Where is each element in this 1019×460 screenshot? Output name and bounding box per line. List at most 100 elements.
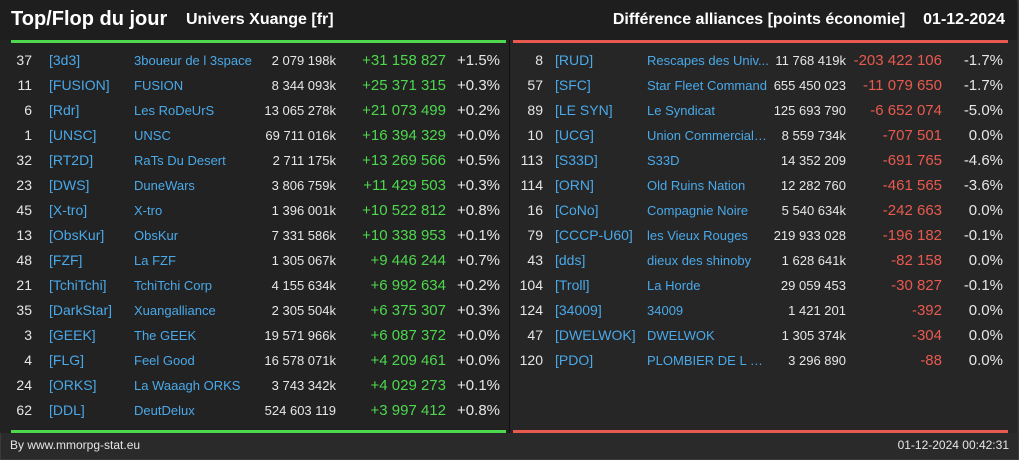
score-difference: +4 029 273: [370, 377, 447, 394]
alliance-name-link[interactable]: dieux des shinoby: [647, 253, 752, 268]
alliance-name-link[interactable]: Compagnie Noire: [647, 203, 749, 218]
alliance-tag-link[interactable]: [X-tro]: [49, 202, 88, 218]
percent-change: -5.0%: [963, 102, 1003, 119]
alliance-score: 2 305 504k: [271, 303, 336, 318]
alliance-tag-link[interactable]: [ORN]: [555, 177, 594, 193]
universe-label: Univers Xuange [fr]: [186, 11, 334, 28]
alliance-name-link[interactable]: Star Fleet Command: [647, 78, 767, 93]
score-difference: -392: [911, 302, 942, 319]
percent-change: 0.0%: [968, 327, 1003, 344]
alliance-name-link[interactable]: La Horde: [647, 278, 701, 293]
alliance-name-link[interactable]: Le Syndicat: [647, 103, 715, 118]
alliance-name-link[interactable]: Rescapes des Univ...: [647, 53, 769, 68]
alliance-tag-link[interactable]: [Troll]: [555, 277, 590, 293]
flop-panel: [510, 40, 1017, 433]
credit-link[interactable]: By www.mmorpg-stat.eu: [10, 438, 141, 452]
score-difference: -707 501: [882, 127, 942, 144]
alliance-tag-link[interactable]: [FUSION]: [49, 77, 110, 93]
alliance-tag-link[interactable]: [34009]: [555, 302, 602, 318]
top-row: 35 [DarkStar] Xuangalliance 2 305 504k +6 37…: [0, 298, 1019, 323]
percent-change: -1.7%: [963, 52, 1003, 69]
percent-change: +0.8%: [457, 202, 500, 219]
percent-change: 0.0%: [968, 302, 1003, 319]
alliance-name-link[interactable]: les Vieux Rouges: [647, 228, 748, 243]
alliance-tag-link[interactable]: [Rdr]: [49, 102, 80, 118]
alliance-tag-link[interactable]: [UCG]: [555, 127, 594, 143]
percent-change: 0.0%: [968, 352, 1003, 369]
alliance-rank: 21: [16, 277, 32, 293]
alliance-name-link[interactable]: S33D: [647, 153, 680, 168]
alliance-tag-link[interactable]: [DarkStar]: [49, 302, 113, 318]
alliance-name-link[interactable]: PLOMBIER DE L O...: [647, 353, 769, 368]
ranking-subtitle: Différence alliances [points économie] 0…: [612, 11, 1005, 28]
percent-change: -0.1%: [963, 277, 1003, 294]
alliance-score: 1 628 641k: [781, 253, 846, 268]
flop-row: 120 [PDO] PLOMBIER DE L O... 3 296 890 -88 0.…: [0, 348, 1019, 373]
alliance-tag-link[interactable]: [FLG]: [49, 352, 85, 368]
score-difference: -30 827: [891, 277, 942, 294]
alliance-tag-link[interactable]: [CoNo]: [555, 202, 599, 218]
top-row: 48 [FZF] La FZF 1 305 067k +9 446 244 +0.7%: [0, 248, 1019, 273]
alliance-score: 655 450 023: [773, 78, 846, 93]
percent-change: +0.3%: [457, 77, 500, 94]
score-difference: -88: [920, 352, 942, 369]
percent-change: +0.8%: [457, 402, 500, 419]
alliance-tag-link[interactable]: [CCCP-U60]: [555, 227, 633, 243]
top-panel: [0, 40, 509, 433]
alliance-tag-link[interactable]: [TchiTchi]: [49, 277, 107, 293]
alliance-name-link[interactable]: La Waaagh ORKS: [134, 378, 241, 393]
score-difference: -203 422 106: [853, 52, 942, 69]
score-difference: -11 079 650: [863, 77, 942, 94]
score-difference: -461 565: [882, 177, 942, 194]
score-difference: +31 158 827: [362, 52, 446, 69]
alliance-tag-link[interactable]: [ORKS]: [49, 377, 97, 393]
alliance-tag-link[interactable]: [FZF]: [49, 252, 83, 268]
alliance-tag-link[interactable]: [ObsKur]: [49, 227, 105, 243]
alliance-name-link[interactable]: DeutDelux: [134, 403, 195, 418]
percent-change: +0.2%: [457, 102, 500, 119]
alliance-tag-link[interactable]: [dds]: [555, 252, 586, 268]
flop-row: 104 [Troll] La Horde 29 059 453 -30 827 -0.1%: [0, 273, 1019, 298]
flop-accent-bar: [513, 40, 1008, 43]
alliance-name-link[interactable]: Old Ruins Nation: [647, 178, 746, 193]
alliance-score: 5 540 634k: [781, 203, 846, 218]
percent-change: -1.7%: [963, 77, 1003, 94]
alliance-tag-link[interactable]: [UNSC]: [49, 127, 97, 143]
alliance-rank: 10: [527, 127, 543, 143]
flop-bottom-bar: [513, 430, 1008, 433]
score-difference: +3 997 412: [370, 402, 447, 419]
alliance-name-link[interactable]: DWELWOK: [647, 328, 715, 343]
alliance-score: 11 768 419k: [775, 53, 846, 68]
alliance-rank: 104: [519, 277, 543, 293]
score-difference: +16 394 329: [362, 127, 446, 144]
alliance-tag-link[interactable]: [S33D]: [555, 152, 598, 168]
top-row: 1 [UNSC] UNSC 69 711 016k +16 394 329 +0.0%: [0, 123, 1019, 148]
alliance-score: 14 352 209: [780, 153, 846, 168]
score-difference: +9 446 244: [370, 252, 447, 269]
alliance-rank: 37: [16, 52, 32, 68]
alliance-score: 8 559 734k: [781, 128, 846, 143]
flop-row: 79 [CCCP-U60] les Vieux Rouges 219 933 028 -…: [0, 223, 1019, 248]
alliance-tag-link[interactable]: [RT2D]: [49, 152, 94, 168]
alliance-tag-link[interactable]: [DDL]: [49, 402, 85, 418]
alliance-tag-link[interactable]: [3d3]: [49, 52, 81, 68]
alliance-tag-link[interactable]: [LE SYN]: [555, 102, 613, 118]
alliance-tag-link[interactable]: [DWS]: [49, 177, 90, 193]
alliance-score: 3 296 890: [788, 353, 846, 368]
top-bottom-bar: [11, 430, 506, 433]
alliance-rank: 23: [16, 177, 32, 193]
alliance-tag-link[interactable]: [PDO]: [555, 352, 594, 368]
alliance-score: 4 155 634k: [271, 278, 336, 293]
top-row: 13 [ObsKur] ObsKur 7 331 586k +10 338 953 +0.…: [0, 223, 1019, 248]
alliance-tag-link[interactable]: [SFC]: [555, 77, 591, 93]
top-row: 45 [X-tro] X-tro 1 396 001k +10 522 812 +0.8%: [0, 198, 1019, 223]
alliance-tag-link[interactable]: [GEEK]: [49, 327, 96, 343]
top-row: 6 [Rdr] Les RoDeUrS 13 065 278k +21 073 499 +…: [0, 98, 1019, 123]
alliance-tag-link[interactable]: [DWELWOK]: [555, 327, 636, 343]
alliance-tag-link[interactable]: [RUD]: [555, 52, 594, 68]
panel-divider: [509, 40, 510, 433]
alliance-name-link[interactable]: Union Commerciale...: [647, 128, 769, 143]
score-difference: +6 375 307: [370, 302, 447, 319]
alliance-name-link[interactable]: 34009: [647, 303, 684, 318]
top-row: 37 [3d3] 3boueur de l 3space 2 079 198k +31 …: [0, 48, 1019, 73]
